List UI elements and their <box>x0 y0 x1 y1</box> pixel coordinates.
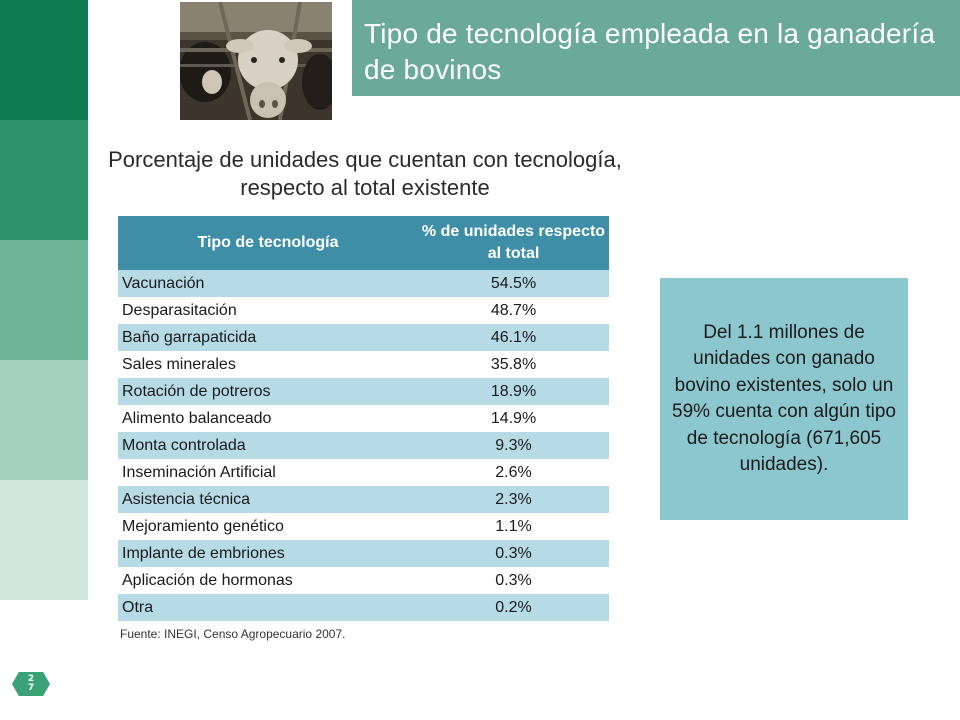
technology-percentage: 54.5% <box>418 270 609 297</box>
technology-name: Mejoramiento genético <box>118 513 418 540</box>
technology-percentage: 1.1% <box>418 513 609 540</box>
technology-name: Sales minerales <box>118 351 418 378</box>
page-title: Tipo de tecnología empleada en la ganade… <box>364 18 936 85</box>
page-number: 27 <box>27 674 35 693</box>
title-bar: Tipo de tecnología empleada en la ganade… <box>352 0 960 96</box>
technology-name: Implante de embriones <box>118 540 418 567</box>
side-band-6 <box>0 600 88 720</box>
table-row: Vacunación 54.5% <box>118 270 609 297</box>
technology-percentage: 2.6% <box>418 459 609 486</box>
table-row: Mejoramiento genético 1.1% <box>118 513 609 540</box>
header-percentage: % de unidades respecto al total <box>418 216 609 270</box>
technology-percentage: 0.3% <box>418 540 609 567</box>
source-note: Fuente: INEGI, Censo Agropecuario 2007. <box>120 627 346 641</box>
technology-percentage: 48.7% <box>418 297 609 324</box>
info-box-text: Del 1.1 millones de unidades con ganado … <box>672 321 896 476</box>
technology-name: Inseminación Artificial <box>118 459 418 486</box>
table-row: Implante de embriones 0.3% <box>118 540 609 567</box>
table-row: Monta controlada 9.3% <box>118 432 609 459</box>
side-band-3 <box>0 240 88 360</box>
side-band-1 <box>0 0 88 120</box>
table-subtitle: Porcentaje de unidades que cuentan con t… <box>108 147 622 200</box>
technology-name: Aplicación de hormonas <box>118 567 418 594</box>
table-row: Asistencia técnica 2.3% <box>118 486 609 513</box>
cattle-photo-image <box>180 2 332 120</box>
side-band-5 <box>0 480 88 600</box>
technology-percentage: 14.9% <box>418 405 609 432</box>
technology-name: Alimento balanceado <box>118 405 418 432</box>
technology-percentage: 2.3% <box>418 486 609 513</box>
info-box: Del 1.1 millones de unidades con ganado … <box>660 278 908 520</box>
table-row: Sales minerales 35.8% <box>118 351 609 378</box>
technology-name: Monta controlada <box>118 432 418 459</box>
side-band-4 <box>0 360 88 480</box>
technology-name: Desparasitación <box>118 297 418 324</box>
header-technology-type: Tipo de tecnología <box>118 216 418 270</box>
technology-name: Rotación de potreros <box>118 378 418 405</box>
technology-percentage: 46.1% <box>418 324 609 351</box>
side-color-strip <box>0 0 88 720</box>
technology-percentage: 35.8% <box>418 351 609 378</box>
table-header-row: Tipo de tecnología % de unidades respect… <box>118 216 609 270</box>
technology-name: Asistencia técnica <box>118 486 418 513</box>
side-band-2 <box>0 120 88 240</box>
table-row: Rotación de potreros 18.9% <box>118 378 609 405</box>
table-row: Inseminación Artificial 2.6% <box>118 459 609 486</box>
technology-name: Baño garrapaticida <box>118 324 418 351</box>
technology-name: Vacunación <box>118 270 418 297</box>
table-row: Baño garrapaticida 46.1% <box>118 324 609 351</box>
table-row: Aplicación de hormonas 0.3% <box>118 567 609 594</box>
technology-percentage: 9.3% <box>418 432 609 459</box>
technology-percentage: 0.2% <box>418 594 609 621</box>
technology-percentage: 0.3% <box>418 567 609 594</box>
cattle-photo <box>180 2 332 120</box>
table-row: Alimento balanceado 14.9% <box>118 405 609 432</box>
technology-table: Tipo de tecnología % de unidades respect… <box>118 216 609 621</box>
technology-name: Otra <box>118 594 418 621</box>
table-row: Desparasitación 48.7% <box>118 297 609 324</box>
page-number-badge: 27 <box>12 672 50 696</box>
technology-percentage: 18.9% <box>418 378 609 405</box>
table-row: Otra 0.2% <box>118 594 609 621</box>
